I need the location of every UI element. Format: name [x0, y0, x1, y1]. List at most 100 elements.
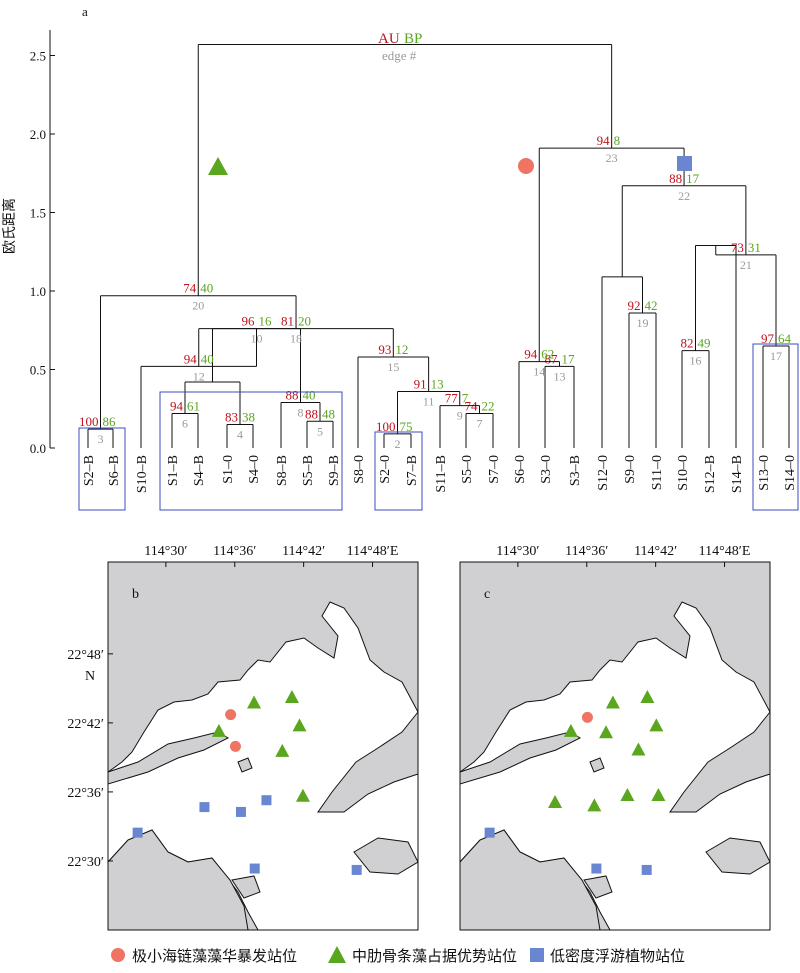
x-tick-label: 114°42′: [634, 544, 677, 559]
sea-area: [304, 686, 358, 730]
bp-value: 20: [298, 314, 311, 329]
low-density-group-marker: [677, 156, 692, 171]
bp-value: 16: [259, 314, 273, 329]
bloom-legend-marker: [111, 948, 125, 962]
low-density-legend-marker: [530, 948, 544, 962]
edge-number: 12: [193, 369, 205, 383]
au-value: 100: [376, 419, 396, 434]
skeletonema-station: [275, 743, 290, 757]
panel-label-a: a: [82, 4, 88, 19]
edge-number: 14: [533, 365, 545, 379]
au-value: 81: [281, 314, 294, 329]
au-value: 94: [524, 347, 538, 362]
x-tick-label: 114°36′: [213, 544, 256, 559]
x-tick-label: 114°30′: [144, 544, 187, 559]
low-density-station: [249, 863, 260, 874]
skeletonema-station: [640, 690, 655, 704]
skeletonema-station: [548, 794, 563, 808]
east-peninsula: [669, 710, 771, 813]
au-value: 94: [597, 133, 611, 148]
au-value: 88: [669, 171, 682, 186]
cluster-box: [752, 343, 799, 511]
au-value: 87: [545, 351, 559, 366]
skeletonema-station: [563, 723, 578, 737]
au-value: 88: [286, 387, 299, 402]
island: [583, 875, 613, 899]
x-tick-label: 114°30′: [496, 544, 539, 559]
bp-legend: BP: [404, 31, 422, 47]
au-value: 96: [242, 314, 256, 329]
au-value: 94: [184, 351, 198, 366]
edge-number: 9: [457, 409, 463, 423]
x-tick-label: 114°42′: [282, 544, 325, 559]
leaf-label: S7–B: [405, 455, 420, 486]
edge-number: 2: [395, 437, 401, 451]
au-value: 83: [225, 409, 238, 424]
leaf-label: S3–0: [539, 455, 554, 484]
y-tick-label: 22°48′: [67, 648, 104, 663]
panel-label: b: [132, 587, 139, 602]
leaf-label: S7–0: [487, 455, 502, 484]
low-density-station: [199, 802, 210, 813]
edge-number: 5: [317, 424, 323, 438]
leaf-label: S6–0: [513, 455, 528, 484]
y-tick-label: 2.5: [30, 49, 46, 64]
leaf-label: S2–0: [378, 455, 393, 484]
island: [231, 875, 261, 899]
edge-number: 18: [290, 332, 302, 346]
skeletonema-station: [295, 788, 310, 802]
bp-value: 22: [482, 398, 495, 413]
edge-number: 8: [298, 405, 304, 419]
island: [589, 757, 605, 773]
bp-value: 40: [201, 351, 214, 366]
edge-number: 17: [770, 349, 782, 363]
leaf-label: S12–0: [596, 455, 611, 491]
edge-number: 15: [387, 360, 399, 374]
edge-number: 6: [182, 416, 188, 430]
cluster-box: [374, 431, 423, 511]
skeletonema-station: [247, 695, 262, 709]
au-value: 74: [183, 281, 197, 296]
low-density-station: [484, 827, 495, 838]
bp-value: 64: [778, 331, 792, 346]
low-density-station: [641, 864, 652, 875]
leaf-label: S2–B: [82, 455, 97, 486]
edge-legend: edge #: [382, 48, 417, 63]
bp-value: 7: [462, 391, 469, 406]
leaf-label: S10–B: [135, 455, 150, 493]
bp-value: 42: [645, 298, 658, 313]
leaf-label: S14–0: [783, 455, 798, 491]
leaf-label: S8–B: [275, 455, 290, 486]
bp-value: 61: [187, 398, 200, 413]
leaf-label: S6–B: [107, 455, 122, 486]
bay-headland: [459, 731, 582, 785]
cluster-box: [159, 391, 343, 511]
au-value: 92: [628, 298, 641, 313]
bottom-legend: 极小海链藻藻华暴发站位 中肋骨条藻占据优势站位 低密度浮游植物站位: [111, 946, 685, 965]
edge-number: 11: [423, 394, 435, 408]
au-legend: AU: [378, 31, 400, 47]
low-density-station: [261, 795, 272, 806]
leaf-label: S1–B: [166, 455, 181, 486]
bp-value: 75: [400, 419, 413, 434]
bp-value: 40: [200, 281, 213, 296]
leaf-label: S5–B: [301, 455, 316, 486]
y-tick-label: 1.0: [30, 284, 46, 299]
map-frame: [107, 561, 419, 931]
y-axis: 0.0 0.5 1.0 1.5 2.0 2.5 欧氏距离: [1, 30, 55, 456]
au-value: 94: [170, 398, 184, 413]
edge-number: 22: [678, 189, 690, 203]
leaf-label: S14–B: [730, 455, 745, 493]
map-panel-b: 114°30′ 114°36′ 114°42′ 114°48′E 22°48′ 22°42…: [67, 544, 419, 931]
bp-value: 40: [303, 387, 316, 402]
y-tick-label: 2.0: [30, 127, 46, 142]
au-value: 91: [414, 376, 427, 391]
y-tick-label: 0.0: [30, 441, 46, 456]
y-tick-label: 22°36′: [67, 786, 104, 801]
leaf-label: S11–0: [650, 455, 665, 490]
leaf-label: S3–B: [568, 455, 583, 486]
leaf-label: S8–0: [352, 455, 367, 484]
bay-headland: [107, 731, 230, 785]
skeletonema-station: [651, 788, 666, 802]
